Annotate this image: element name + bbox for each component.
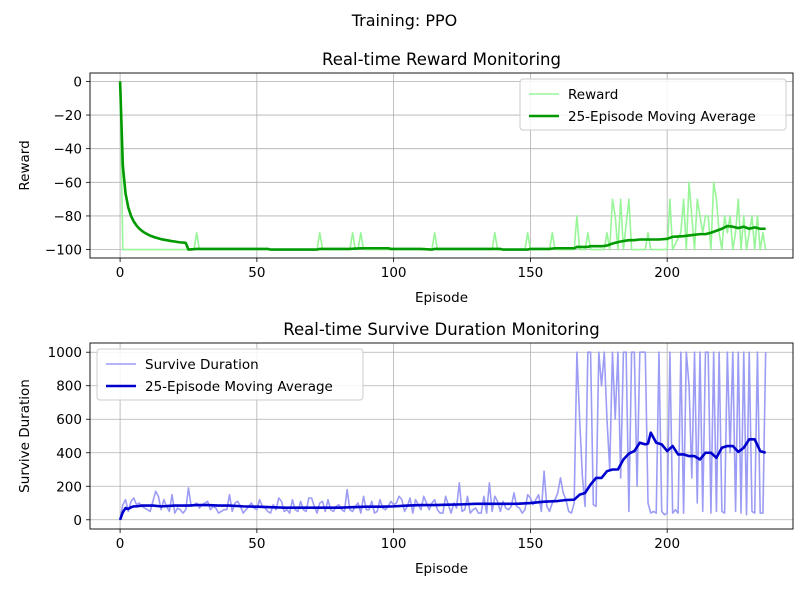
y-tick-label: 1000	[48, 345, 82, 361]
y-tick-label: 0	[73, 513, 82, 529]
y-tick-label: −60	[54, 175, 83, 191]
legend-label: 25-Episode Moving Average	[145, 379, 333, 395]
y-tick-label: −40	[54, 142, 83, 158]
legend: Survive Duration 25-Episode Moving Averag…	[96, 348, 364, 401]
moving-average-line	[118, 81, 766, 251]
x-tick-label: 0	[116, 265, 125, 281]
y-axis-label: Reward	[17, 140, 33, 190]
x-tick-label: 200	[654, 536, 680, 552]
x-tick-label: 100	[381, 265, 407, 281]
y-tick-label: 0	[73, 74, 82, 90]
y-tick-label: −100	[45, 243, 82, 259]
x-axis-label: Episode	[415, 561, 468, 577]
legend-box	[96, 348, 364, 401]
legend: Reward 25-Episode Moving Average	[519, 78, 787, 131]
y-tick-label: 600	[56, 412, 82, 428]
moving-average-line	[118, 431, 767, 521]
legend-label: Reward	[568, 87, 618, 103]
y-tick-label: −80	[54, 209, 83, 225]
y-axis-label: Survive Duration	[17, 379, 33, 493]
x-axis-label: Episode	[415, 290, 468, 306]
figure-suptitle: Training: PPO	[351, 11, 458, 30]
x-tick-label: 150	[518, 265, 544, 281]
x-tick-label: 50	[248, 265, 265, 281]
raw-series-line	[119, 81, 767, 251]
legend-label: Survive Duration	[145, 357, 259, 373]
legend-box	[519, 78, 787, 131]
x-tick-label: 0	[116, 536, 125, 552]
y-tick-label: −20	[54, 108, 83, 124]
chart-panel-2: 0 50 100 150 200 0 200 400 600 800 1000 Real-time S…	[17, 320, 794, 577]
y-tick-label: 400	[56, 446, 82, 462]
x-tick-label: 200	[654, 265, 680, 281]
plot-frame	[89, 72, 794, 259]
y-tick-label: 800	[56, 379, 82, 395]
x-tick-label: 150	[518, 536, 544, 552]
chart-title: Real-time Survive Duration Monitoring	[283, 320, 599, 339]
x-tick-label: 100	[381, 536, 407, 552]
chart-title: Real-time Reward Monitoring	[322, 50, 561, 69]
plot-frame	[89, 342, 794, 530]
legend-label: 25-Episode Moving Average	[568, 109, 756, 125]
x-tick-label: 50	[248, 536, 265, 552]
chart-panel-1: 0 50 100 150 200 −100 −80 −60 −40 −20 0 Real-time R…	[17, 50, 794, 306]
y-tick-label: 200	[56, 479, 82, 495]
